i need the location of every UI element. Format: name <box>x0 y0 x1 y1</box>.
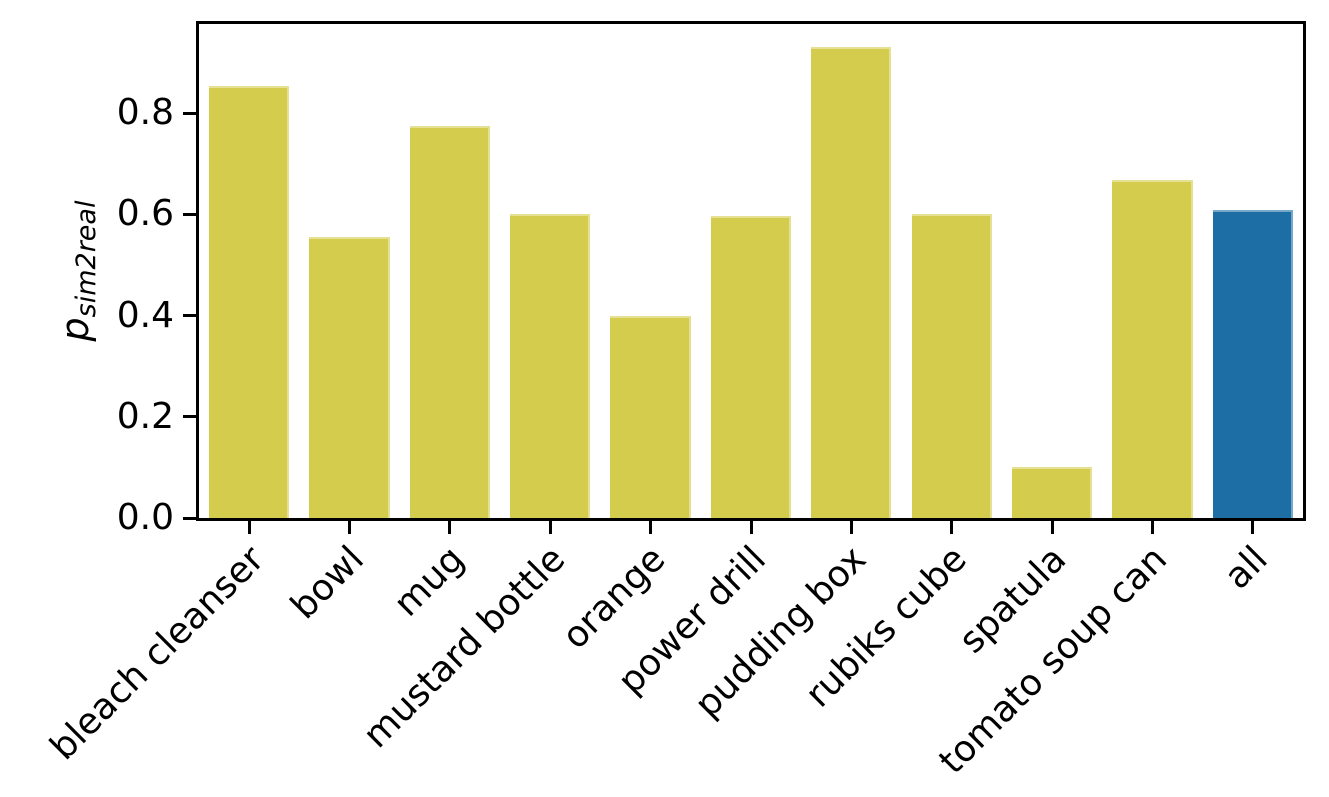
bar-pudding-box <box>811 47 892 518</box>
bar-orange <box>610 315 691 518</box>
bar-tomato-soup-can <box>1112 180 1193 518</box>
x-tick-label-bleach-cleanser: bleach cleanser <box>42 538 272 769</box>
x-tick-rubiks-cube <box>950 521 954 534</box>
x-tick-power-drill <box>749 521 753 534</box>
y-axis-label-main: p <box>53 317 97 342</box>
x-tick-all <box>1251 521 1255 534</box>
bar-spatula <box>1011 467 1093 518</box>
x-tick-mustard-bottle <box>548 521 552 534</box>
y-tick-label-0.6: 0.6 <box>116 193 174 235</box>
bar-mug <box>409 126 491 518</box>
x-tick-label-mug: mug <box>386 538 473 625</box>
x-tick-bleach-cleanser <box>247 521 251 534</box>
x-tick-spatula <box>1050 521 1054 534</box>
x-tick-label-bowl: bowl <box>283 538 373 628</box>
y-axis-label: psim2real <box>53 200 102 342</box>
bar-rubiks-cube <box>911 214 992 518</box>
y-tick-label-0.2: 0.2 <box>116 395 174 437</box>
x-tick-orange <box>649 521 653 534</box>
y-axis-label-subscript: sim2real <box>71 200 102 318</box>
y-tick-0.0 <box>183 516 196 520</box>
y-tick-0.2 <box>183 415 196 419</box>
bar-mustard-bottle <box>510 214 591 518</box>
y-tick-0.6 <box>183 212 196 216</box>
x-tick-tomato-soup-can <box>1150 521 1154 534</box>
y-tick-label-0.4: 0.4 <box>116 294 174 336</box>
bar-all <box>1212 210 1293 518</box>
y-tick-label-0.8: 0.8 <box>116 92 174 134</box>
x-tick-bowl <box>348 521 352 534</box>
y-tick-label-0.0: 0.0 <box>116 497 174 538</box>
y-tick-0.8 <box>183 111 196 115</box>
x-tick-mug <box>448 521 452 534</box>
x-tick-pudding-box <box>849 521 853 534</box>
bar-bowl <box>309 237 390 518</box>
x-tick-label-all: all <box>1216 538 1276 598</box>
plot-area: 0.0 0.2 0.4 0.6 0.8 bleach cleanser bowl mug mu… <box>42 21 1306 782</box>
y-tick-0.4 <box>183 314 196 318</box>
bar-bleach-cleanser <box>209 86 290 518</box>
bar-power-drill <box>710 216 792 518</box>
